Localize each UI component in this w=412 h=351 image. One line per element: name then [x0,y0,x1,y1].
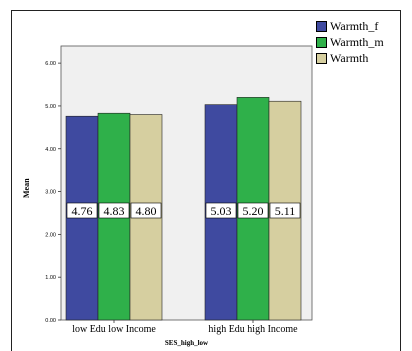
y-tick-label: 6.00 [45,61,56,67]
legend-item-warmth-m: Warmth_m [316,34,384,50]
y-tick-label: 2.00 [45,232,56,238]
data-label: 5.11 [275,204,296,218]
legend-swatch-warmth-m [316,36,327,48]
x-tick-label: high Edu high Income [208,324,298,335]
data-label: 5.20 [243,204,264,218]
y-tick-label: 5.00 [45,104,56,110]
data-label: 5.03 [211,204,232,218]
data-label-box [237,202,269,219]
y-axis-title: Mean [22,178,31,198]
legend-label-warmth: Warmth [330,50,369,65]
legend-label-warmth-f: Warmth_f [330,18,379,33]
legend-swatch-warmth-f [316,20,327,32]
legend-item-warmth: Warmth [316,50,384,66]
x-axis-title: SES_high_low [164,339,209,347]
legend-item-warmth-f: Warmth_f [316,18,384,34]
data-label: 4.80 [136,204,157,218]
chart-frame [11,10,401,351]
data-label-box [98,202,130,219]
data-label-box [66,202,98,219]
legend-label-warmth-m: Warmth_m [330,34,384,49]
data-label-box [130,202,162,219]
y-tick-label: 4.00 [45,147,56,153]
y-tick-label: 1.00 [45,275,56,281]
x-tick-label: low Edu low Income [72,324,156,335]
data-label-box [205,202,237,219]
data-label: 4.76 [72,204,93,218]
y-tick-label: 0.00 [45,318,56,324]
legend: Warmth_f Warmth_m Warmth [316,18,384,66]
legend-swatch-warmth [316,52,327,64]
y-tick-label: 3.00 [45,190,56,196]
data-label-box [269,202,301,219]
data-label: 4.83 [104,204,125,218]
